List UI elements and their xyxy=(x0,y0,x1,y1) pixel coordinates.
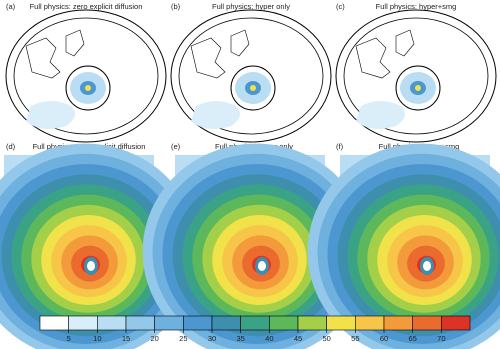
land xyxy=(355,29,415,79)
panel-label: (d) xyxy=(6,142,16,151)
globe-outer xyxy=(170,9,332,143)
storm-map xyxy=(0,143,199,349)
colorbar-bin xyxy=(211,315,241,331)
colorbar-tick-label: 50 xyxy=(322,334,330,343)
globe-ring xyxy=(13,17,159,135)
colorbar-bin xyxy=(68,315,98,331)
colorbar-tick-label: 25 xyxy=(179,334,187,343)
panel-label: (f) xyxy=(336,142,344,151)
nest-circle xyxy=(230,65,276,111)
colorbar-tick-label: 20 xyxy=(150,334,158,343)
colorbar-tick-label: 35 xyxy=(236,334,244,343)
colorbar-tick-label: 10 xyxy=(93,334,101,343)
nest-circle xyxy=(65,65,111,111)
colorbar-bin xyxy=(355,315,385,331)
colorbar-bin xyxy=(183,315,213,331)
colorbar-bin xyxy=(297,315,327,331)
eye xyxy=(423,261,431,271)
storm-map xyxy=(307,143,500,349)
colorbar-tick-label: 40 xyxy=(265,334,273,343)
colorbar-tick-label: 70 xyxy=(437,334,445,343)
colorbar-tick-label: 30 xyxy=(208,334,216,343)
colorbar-bin xyxy=(125,315,155,331)
panel-label: (c) xyxy=(336,2,345,11)
globe-map xyxy=(170,9,332,143)
colorbar-tick-label: 55 xyxy=(351,334,359,343)
colorbar-bin xyxy=(97,315,127,331)
colorbar-bin xyxy=(326,315,356,331)
colorbar-bin xyxy=(441,315,471,331)
eye xyxy=(258,261,266,271)
panel-title: Full physics: hyper only xyxy=(212,2,290,11)
globe-map xyxy=(5,9,167,143)
colorbar-bin xyxy=(154,315,184,331)
colorbar-bin xyxy=(39,315,69,331)
colorbar-tick-label: 5 xyxy=(67,334,71,343)
sst-patch xyxy=(191,101,240,130)
land xyxy=(190,29,250,79)
storm-map xyxy=(142,143,370,349)
sst-patch xyxy=(356,101,405,130)
colorbar-tick-label: 45 xyxy=(294,334,302,343)
colorbar-bin xyxy=(269,315,299,331)
colorbar-bin xyxy=(240,315,270,331)
panel-label: (b) xyxy=(171,2,181,11)
globe-map xyxy=(335,9,497,143)
globe-outer xyxy=(335,9,497,143)
colorbar-tick-label: 65 xyxy=(408,334,416,343)
eye xyxy=(87,261,95,271)
panel-label: (a) xyxy=(6,2,16,11)
globe-ring xyxy=(178,17,324,135)
sst-patch xyxy=(26,101,75,130)
colorbar-tick-label: 60 xyxy=(380,334,388,343)
globe-outer xyxy=(5,9,167,143)
globe-ring xyxy=(343,17,489,135)
panel-label: (e) xyxy=(171,142,181,151)
wind-core xyxy=(250,85,256,91)
wind-core xyxy=(415,85,421,91)
panel-title: Full physics: hyper+smg xyxy=(376,2,457,11)
colorbar-tick-label: 15 xyxy=(122,334,130,343)
colorbar-bin xyxy=(412,315,442,331)
land xyxy=(25,29,85,79)
colorbar-bin xyxy=(383,315,413,331)
nest-circle xyxy=(395,65,441,111)
wind-core xyxy=(85,85,91,91)
panel-title: Full physics: zero explicit diffusion xyxy=(30,2,143,11)
